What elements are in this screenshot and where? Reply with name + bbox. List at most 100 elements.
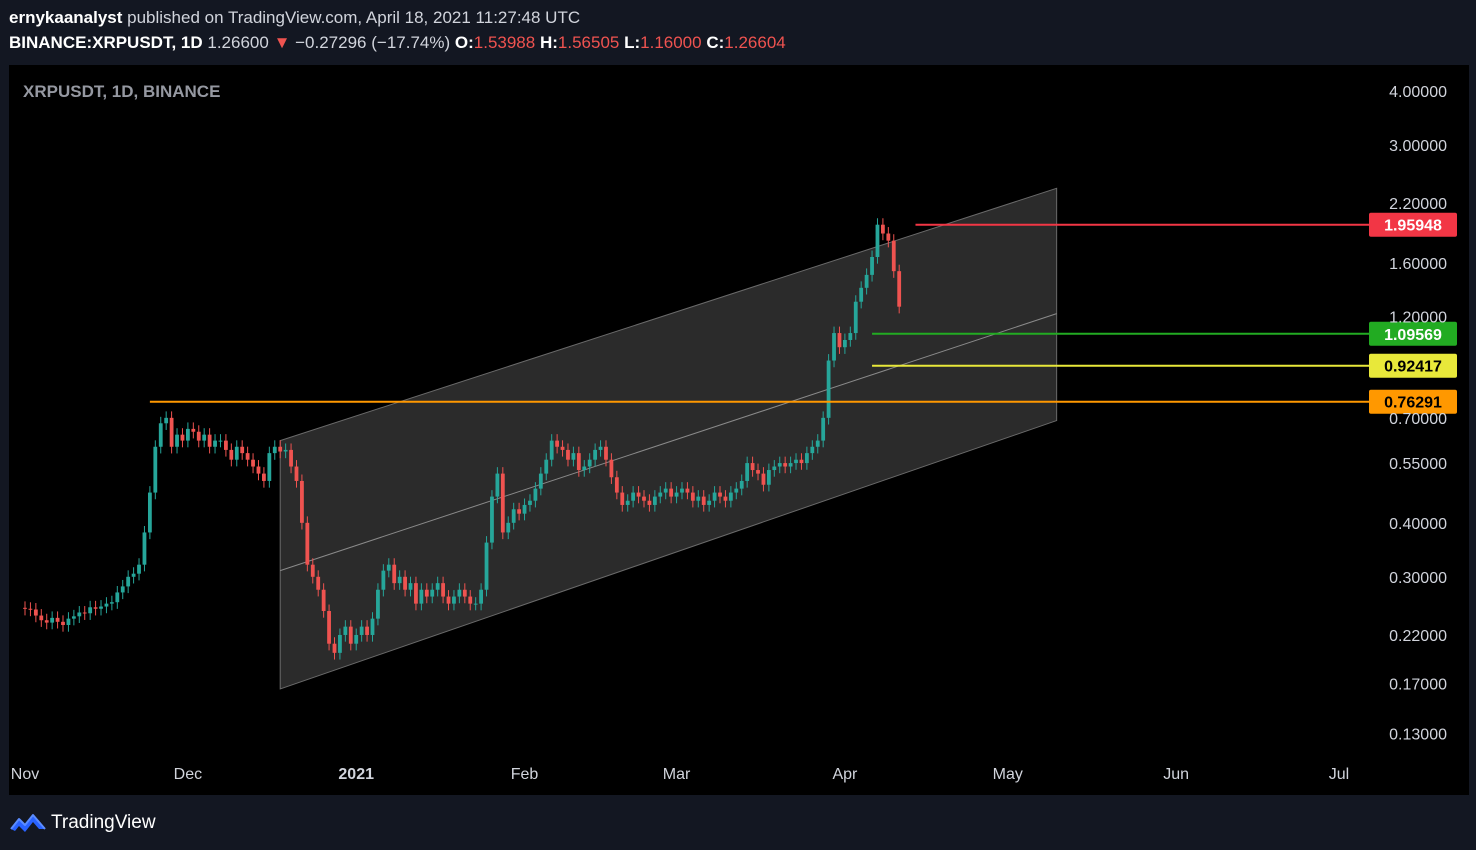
open-label: O: (454, 33, 474, 52)
candle-body (99, 606, 103, 609)
y-tick-label-3: 1.60000 (1389, 256, 1447, 273)
candle-body (832, 333, 836, 361)
candle-body (120, 586, 125, 593)
price-chart[interactable]: XRPUSDT, 1D, BINANCE 1.95948 1.09569 0.9241… (9, 65, 1469, 795)
candle-body (126, 576, 131, 587)
candle-body (289, 449, 293, 467)
candle-body (587, 459, 592, 467)
candle-body (414, 583, 418, 604)
candle-body (728, 492, 733, 501)
candle-body (218, 440, 223, 442)
candle-body (185, 428, 190, 441)
candle-body (582, 466, 587, 471)
level-price-tag-2 (1369, 353, 1457, 378)
candle-body (886, 233, 891, 241)
candle-body (864, 274, 869, 288)
footer: TradingView (9, 808, 156, 838)
candle-body (636, 492, 641, 497)
candle-body (28, 608, 33, 610)
candle-body (560, 446, 565, 450)
y-tick-label-11: 0.13000 (1389, 727, 1447, 744)
y-tick-label-0: 4.00000 (1389, 84, 1447, 101)
y-tick-label-2: 2.20000 (1389, 196, 1447, 213)
candle-body (354, 634, 359, 644)
candle-body (441, 583, 445, 597)
close-label: C: (706, 33, 725, 52)
candle-body (462, 589, 467, 597)
candle-body (348, 626, 353, 644)
y-tick-label-4: 1.20000 (1389, 310, 1447, 327)
candle-body (859, 287, 864, 302)
candle-body (365, 626, 369, 635)
channel-midline (280, 313, 1057, 572)
candle-body (815, 440, 820, 447)
candle-body (549, 440, 554, 460)
candle-body (853, 301, 858, 334)
candle-body (663, 488, 668, 493)
candle-body (169, 417, 174, 447)
candle-body (294, 466, 299, 481)
candle-body (256, 466, 261, 474)
candle-body (207, 434, 212, 447)
x-tick-label-6: May (993, 766, 1023, 783)
candle-body (50, 617, 55, 623)
candle-body (750, 463, 755, 471)
candle-body (794, 459, 798, 464)
candle-body (240, 446, 245, 454)
candle-body (739, 480, 744, 489)
close-value: 1.26604 (724, 33, 786, 52)
candle-body (305, 522, 310, 565)
y-tick-label-9: 0.22000 (1389, 628, 1447, 645)
symbol-label: BINANCE:XRPUSDT, 1D (9, 33, 203, 52)
level-label-2: 0.92417 (1384, 359, 1442, 376)
candle-body (593, 449, 598, 460)
candle-body (848, 333, 853, 341)
candle-body (804, 453, 809, 464)
symbol-info: BINANCE:XRPUSDT, 1D 1.26600 ▼ −0.27296 (… (9, 30, 1469, 56)
candle-body (158, 423, 163, 447)
x-tick-label-3: Feb (511, 766, 539, 783)
candle-body (571, 453, 576, 460)
candle-body (506, 522, 511, 533)
candle-body (430, 589, 435, 597)
high-label: H: (539, 33, 558, 52)
candle-body (669, 488, 674, 497)
candle-body (517, 509, 522, 514)
low-value: 1.16000 (640, 33, 702, 52)
candle-body (842, 340, 847, 348)
candle-body (658, 492, 663, 497)
candle-body (386, 564, 391, 571)
candle-body (566, 449, 570, 460)
candle-body (522, 504, 527, 514)
tradingview-logo-icon[interactable] (9, 811, 47, 835)
candle-body (370, 618, 375, 635)
candle-body (39, 615, 44, 621)
candle-body (783, 463, 788, 467)
candle-body (359, 626, 364, 635)
chart-watermark: XRPUSDT, 1D, BINANCE (23, 82, 220, 101)
candle-body (604, 446, 608, 460)
candle-body (392, 564, 397, 584)
candle-body (82, 612, 87, 614)
candle-body (799, 459, 804, 464)
candle-body (544, 459, 549, 474)
level-price-tag-1 (1369, 321, 1457, 346)
chart-area[interactable]: XRPUSDT, 1D, BINANCE 1.95948 1.09569 0.9241… (9, 65, 1469, 795)
candle-body (718, 492, 722, 497)
candle-body (131, 573, 136, 577)
price-channel (279, 187, 1058, 690)
candle-body (66, 618, 71, 626)
candle-body (196, 431, 201, 441)
candle-body (137, 564, 141, 574)
x-tick-label-4: Mar (663, 766, 691, 783)
x-tick-label-5: Apr (832, 766, 858, 783)
author-name[interactable]: ernykaanalyst (9, 8, 123, 27)
candle-body (300, 480, 304, 523)
candle-body (625, 500, 630, 505)
tradingview-brand[interactable]: TradingView (51, 812, 156, 833)
candle-body (147, 492, 152, 533)
candle-body (761, 473, 766, 485)
level-label-0: 1.95948 (1384, 218, 1442, 235)
level-label-1: 1.09569 (1384, 327, 1442, 344)
y-tick-label-7: 0.40000 (1389, 516, 1447, 533)
